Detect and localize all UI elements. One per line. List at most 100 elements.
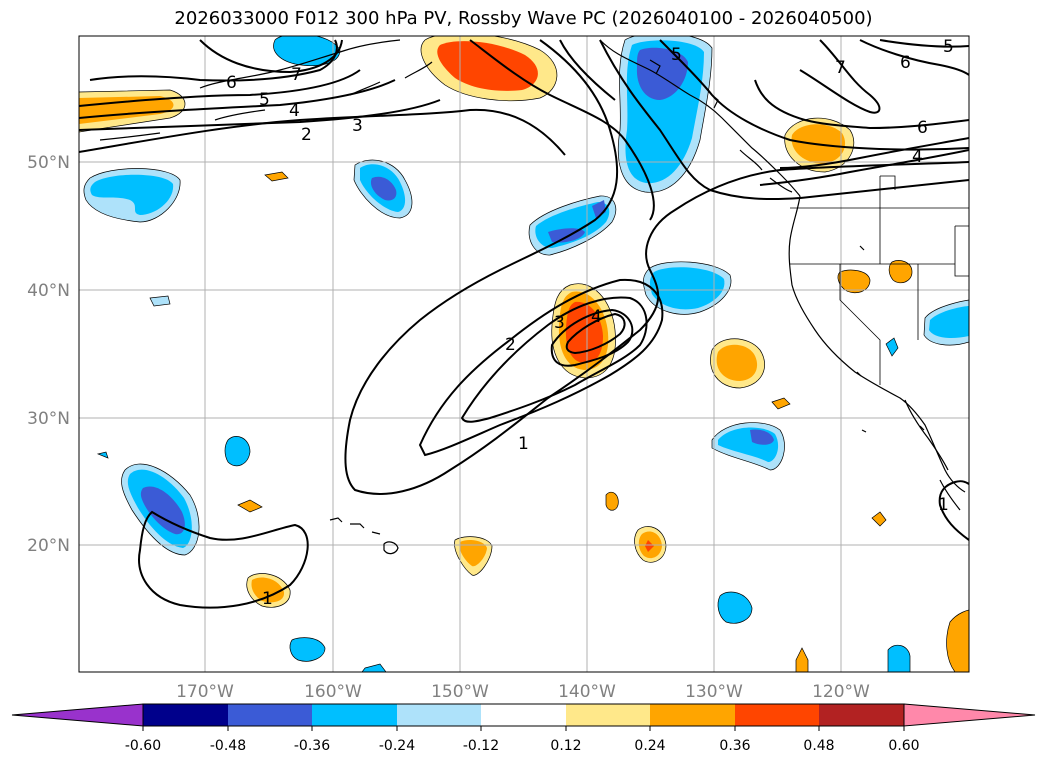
colorbar-segment-2 (228, 704, 312, 726)
pv-contour-ridge-2 (469, 39, 655, 221)
anomaly-pos-small-e (871, 511, 887, 527)
lon-label-140w: 140°W (558, 682, 616, 702)
colorbar-segment-4 (397, 704, 481, 726)
contour-label-southwest-1: 1 (262, 589, 273, 609)
anomaly-neg-145w-core (548, 200, 606, 243)
anomaly-pos-se-corner (946, 609, 969, 672)
map-frame (78, 35, 970, 673)
anomaly-pos-subtropic-2-core (645, 540, 654, 552)
longitude-labels: 170°W 160°W 150°W 140°W 130°W 120°W (176, 682, 870, 702)
colorbar-outline (142, 703, 905, 727)
contour-label-ne-4: 4 (912, 147, 923, 167)
colorbar-tick-label: 0.12 (550, 738, 581, 754)
anomaly-pos-subtropic-1-core (459, 540, 487, 567)
map-layers: 7 6 5 4 2 3 2 3 4 1 1 5 7 6 6 4 5 1 (79, 36, 969, 672)
colorbar-segment-6 (566, 704, 650, 726)
anomaly-neg-bering (273, 36, 341, 66)
anomaly-neg-small-a (224, 436, 251, 467)
lon-label-150w: 150°W (431, 682, 489, 702)
pv-contour-central-3 (550, 308, 634, 367)
anomaly-neg-small-e (887, 644, 911, 672)
colorbar-extend-high (903, 703, 1036, 727)
contour-label-ne-6b: 6 (917, 118, 928, 138)
colorbar: -0.60 -0.48 -0.36 -0.24 -0.12 0.12 0.24 … (11, 703, 1036, 754)
pv-contour-north-5 (79, 69, 361, 107)
pv-contour-ridge-1 (344, 39, 969, 495)
contour-label-north-5: 5 (259, 90, 270, 110)
anomaly-pos-east-pac-core (716, 344, 758, 381)
anomaly-neg-small-b (149, 295, 171, 307)
coastlines (99, 39, 966, 555)
anomaly-pos-small-c (264, 171, 289, 182)
colorbar-tick-label: -0.36 (294, 738, 330, 754)
pv-contour-central-2 (460, 296, 648, 423)
map-title: 2026033000 F012 300 hPa PV, Rossby Wave … (174, 8, 873, 29)
colorbar-tick-label: 0.24 (634, 738, 665, 754)
anomaly-neg-small-c (289, 637, 326, 662)
anomaly-neg-small-g (96, 451, 109, 459)
colorbar-ticks (142, 726, 905, 731)
anomaly-pos-southwest-core (251, 577, 285, 603)
state-borders (790, 175, 969, 385)
colorbar-tick-label: 0.36 (719, 738, 750, 754)
contour-label-central-4: 4 (591, 307, 602, 327)
anomaly-neg-small-d (717, 591, 753, 624)
anomaly-neg-small-f (885, 337, 899, 357)
lat-label-30n: 30°N (27, 409, 70, 429)
colorbar-tick-label: -0.24 (379, 738, 415, 754)
contour-label-ne-6a: 6 (900, 53, 911, 73)
pv-contour-southwest-1 (138, 510, 309, 609)
anomaly-pos-small-f (795, 647, 809, 672)
colorbar-segment-7 (650, 704, 735, 726)
pv-contour-ne-5b (879, 39, 969, 48)
colorbar-tick-label: 0.60 (888, 738, 919, 754)
pv-contour-east-1 (938, 480, 969, 541)
small-islands (856, 245, 925, 433)
contour-label-ne-7: 7 (835, 58, 846, 78)
colorbar-segment-5 (481, 704, 566, 726)
lon-label-160w: 160°W (304, 682, 362, 702)
lon-label-130w: 130°W (685, 682, 743, 702)
colorbar-segment-8 (735, 704, 819, 726)
pv-contour-ne-6b (859, 39, 969, 76)
latitude-labels: 50°N 40°N 30°N 20°N (27, 153, 70, 556)
contour-label-east-1: 1 (938, 495, 949, 515)
contour-label-north-7: 7 (291, 65, 302, 85)
lat-label-50n: 50°N (27, 153, 70, 173)
bc-islands (649, 59, 793, 193)
pv-contour-trough-2 (559, 39, 616, 101)
pv-contour-central-4 (565, 312, 626, 355)
colorbar-segment-3 (312, 704, 397, 726)
anomaly-neg-133w-mid (649, 267, 725, 310)
pv-contour-north-3 (79, 99, 441, 131)
pv-contour-ne-7 (799, 39, 881, 114)
anomaly-neg-ne-corner-mid (929, 306, 969, 338)
contour-label-central-1: 1 (518, 434, 529, 454)
pv-contour-north-2 (79, 108, 566, 156)
pv-contour-ne-5 (759, 149, 969, 186)
pv-contour-north-4 (79, 79, 396, 119)
anomaly-neg-small-h (361, 663, 387, 672)
anomaly-neg-southwest-core (140, 486, 185, 535)
pv-contours (79, 39, 969, 609)
contour-label-ne-5b: 5 (943, 37, 954, 57)
anomaly-neg-129w-core (750, 429, 774, 445)
anomaly-pos-utah (888, 260, 913, 284)
anomaly-pos-small-d (771, 397, 791, 410)
contour-label-central-2: 2 (505, 335, 516, 355)
colorbar-tick-label: -0.48 (210, 738, 246, 754)
colorbar-extend-low (11, 703, 144, 727)
lat-label-20n: 20°N (27, 536, 70, 556)
lon-label-120w: 120°W (812, 682, 870, 702)
lon-label-170w: 170°W (176, 682, 234, 702)
alaska-coast (99, 39, 433, 141)
pv-contour-north-7 (199, 39, 343, 74)
alaska-panhandle-coast (599, 39, 801, 197)
baja-coast (904, 399, 961, 511)
colorbar-segment-9 (819, 704, 904, 726)
anomaly-neg-155w-core (370, 176, 397, 201)
pv-contour-central-1 (418, 278, 664, 457)
us-west-coast (788, 195, 966, 493)
contour-label-north-2: 2 (301, 125, 312, 145)
